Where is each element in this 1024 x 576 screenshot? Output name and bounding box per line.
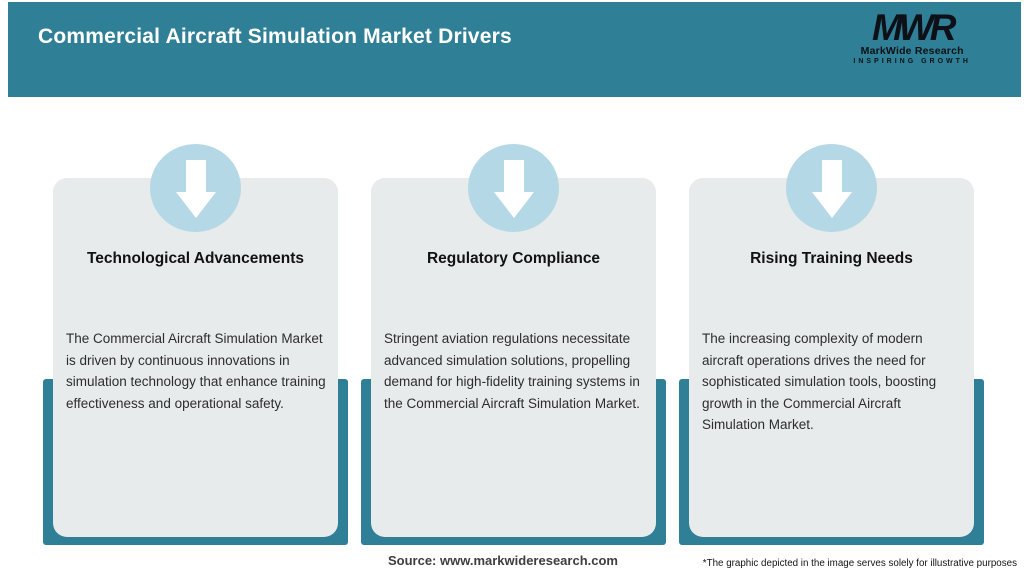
- markwide-research-logo: MWR MarkWide Research INSPIRING GROWTH: [853, 7, 971, 65]
- arrow-badge: [786, 144, 877, 232]
- arrow-down-icon: [811, 160, 852, 218]
- arrow-badge: [150, 144, 241, 232]
- card-body: The increasing complexity of modern airc…: [702, 331, 937, 432]
- arrow-down-icon: [493, 160, 534, 218]
- header-bar: Commercial Aircraft Simulation Market Dr…: [8, 2, 1021, 97]
- driver-card-group-2: Regulatory Compliance Stringent aviation…: [361, 142, 666, 547]
- driver-card: Regulatory Compliance Stringent aviation…: [371, 178, 656, 537]
- page-title: Commercial Aircraft Simulation Market Dr…: [38, 25, 512, 48]
- card-body: Stringent aviation regulations necessita…: [384, 331, 640, 411]
- card-body: The Commercial Aircraft Simulation Marke…: [66, 331, 326, 411]
- driver-card-group-3: Rising Training Needs The increasing com…: [679, 142, 984, 547]
- disclaimer-text: *The graphic depicted in the image serve…: [702, 558, 1017, 569]
- card-title: Technological Advancements: [86, 250, 305, 267]
- source-text: Source: www.markwideresearch.com: [387, 553, 618, 568]
- logo-monogram: MWR: [871, 7, 956, 48]
- logo-tagline: INSPIRING GROWTH: [853, 57, 971, 65]
- card-title: Rising Training Needs: [750, 250, 913, 267]
- driver-card: Technological Advancements The Commercia…: [53, 178, 338, 537]
- arrow-down-icon: [175, 160, 216, 218]
- driver-card-group-1: Technological Advancements The Commercia…: [43, 142, 348, 547]
- logo-name: MarkWide Research: [860, 44, 964, 57]
- card-title: Regulatory Compliance: [426, 250, 601, 267]
- driver-card: Rising Training Needs The increasing com…: [689, 178, 974, 537]
- arrow-badge: [468, 144, 559, 232]
